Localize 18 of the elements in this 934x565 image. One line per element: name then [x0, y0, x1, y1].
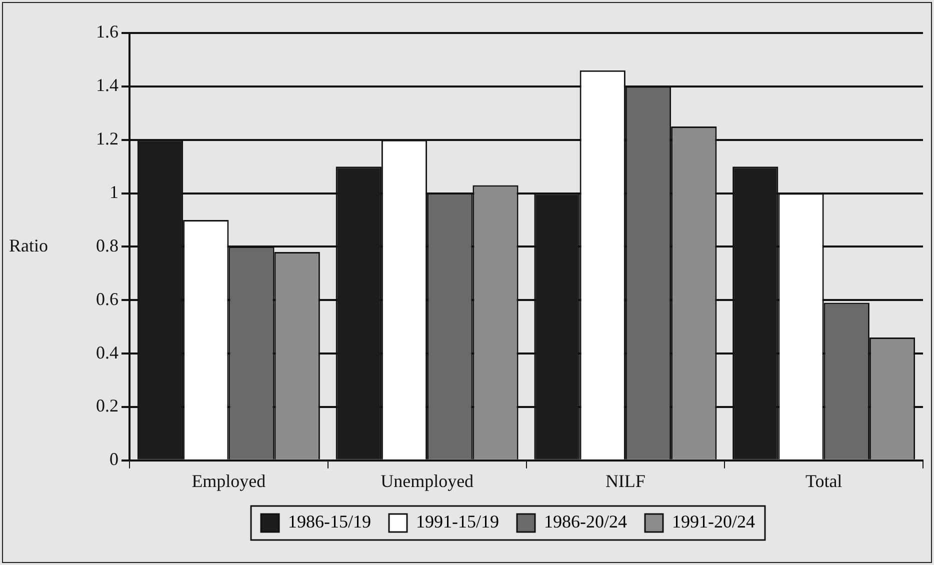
- legend-label: 1991-15/19: [416, 512, 500, 532]
- y-tick-label: 1.2: [96, 128, 118, 149]
- x-tick-label: Unemployed: [380, 470, 474, 491]
- y-tick-label: 0.6: [96, 288, 118, 309]
- x-tick-label: Total: [805, 470, 842, 491]
- y-tick-label: 0.4: [96, 342, 118, 362]
- y-tick-label: 1: [110, 182, 118, 202]
- y-tick-label: 1.4: [96, 75, 118, 96]
- x-tick-label: NILF: [605, 470, 646, 491]
- legend-label: 1986-15/19: [288, 512, 372, 532]
- x-tick-label: Employed: [192, 470, 266, 491]
- y-tick-label: 0.2: [96, 396, 118, 416]
- legend-label: 1986-20/24: [544, 512, 627, 532]
- legend-label: 1991-20/24: [672, 512, 755, 532]
- y-tick-label: 0: [110, 449, 118, 470]
- y-axis-title: Ratio: [9, 235, 48, 256]
- y-tick-label: 0.8: [96, 235, 118, 256]
- y-tick-label: 1.6: [96, 22, 118, 42]
